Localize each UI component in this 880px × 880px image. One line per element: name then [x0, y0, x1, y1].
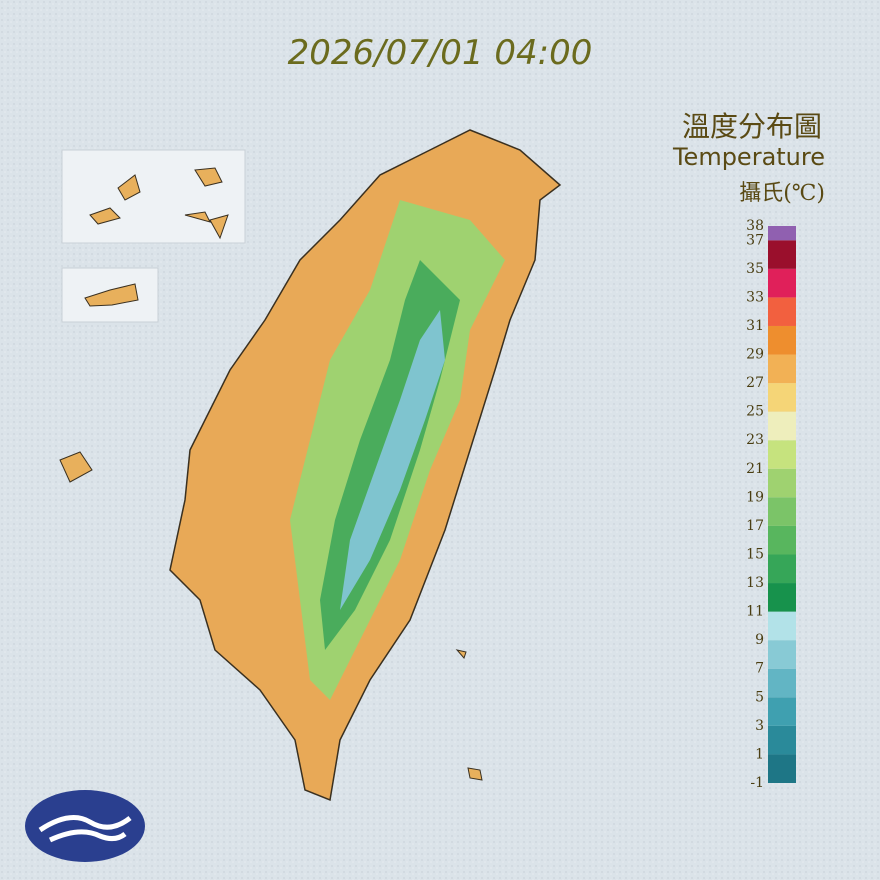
colorbar-tick-label: 5: [755, 689, 764, 705]
colorbar-tick-label: 33: [746, 289, 764, 305]
colorbar-bin: [768, 725, 796, 755]
colorbar-tick-label: 7: [755, 661, 764, 677]
colorbar-tick-label: 13: [746, 575, 764, 591]
colorbar-tick-label: 1: [755, 746, 764, 762]
inset-boxes: [59, 149, 483, 781]
colorbar-bin: [768, 325, 796, 355]
colorbar-tick-label: 35: [746, 261, 764, 277]
colorbar-bin: [768, 668, 796, 698]
colorbar-bin: [768, 440, 796, 469]
colorbar-bin: [768, 583, 796, 612]
colorbar-bin: [768, 525, 796, 555]
colorbar-bin: [768, 354, 796, 384]
colorbar-bin: [768, 411, 796, 441]
legend-title-zh: 溫度分布圖: [682, 110, 822, 143]
colorbar-tick-label: 17: [746, 518, 764, 534]
colorbar-tick-label: 29: [746, 347, 764, 363]
colorbar-tick-label: -1: [750, 775, 764, 791]
colorbar-bin: [768, 554, 796, 584]
colorbar-bin: [768, 497, 796, 526]
legend-unit: 攝氏(℃): [739, 181, 825, 206]
legend-title-en: Temperature: [672, 143, 825, 171]
timestamp: 2026/07/01 04:00: [288, 33, 593, 73]
colorbar-bin: [768, 383, 796, 412]
colorbar-tick-label: 37: [746, 232, 764, 248]
colorbar-bin: [768, 640, 796, 669]
colorbar-bin: [768, 297, 796, 326]
cwa-logo: [25, 790, 145, 862]
colorbar-bin: [768, 226, 796, 241]
colorbar-tick-label: 25: [746, 404, 764, 420]
colorbar-bin: [768, 611, 796, 641]
colorbar-tick-label: 15: [746, 546, 764, 562]
colorbar-bin: [768, 268, 796, 298]
colorbar-tick-label: 31: [746, 318, 764, 334]
colorbar-tick-label: 19: [746, 489, 764, 505]
colorbar-tick-label: 23: [746, 432, 764, 448]
taiwan-map: [169, 129, 562, 802]
colorbar-tick-label: 21: [746, 461, 764, 477]
colorbar-bin: [768, 468, 796, 498]
colorbar-tick-label: 3: [755, 718, 764, 734]
colorbar-tick-label: 9: [755, 632, 764, 648]
colorbar-bin: [768, 697, 796, 726]
colorbar-tick-label: 11: [746, 604, 764, 620]
colorbar-tick-label: 38: [746, 218, 764, 234]
colorbar-tick-label: 27: [746, 375, 764, 391]
colorbar-bin: [768, 240, 796, 269]
colorbar-bin: [768, 754, 796, 783]
